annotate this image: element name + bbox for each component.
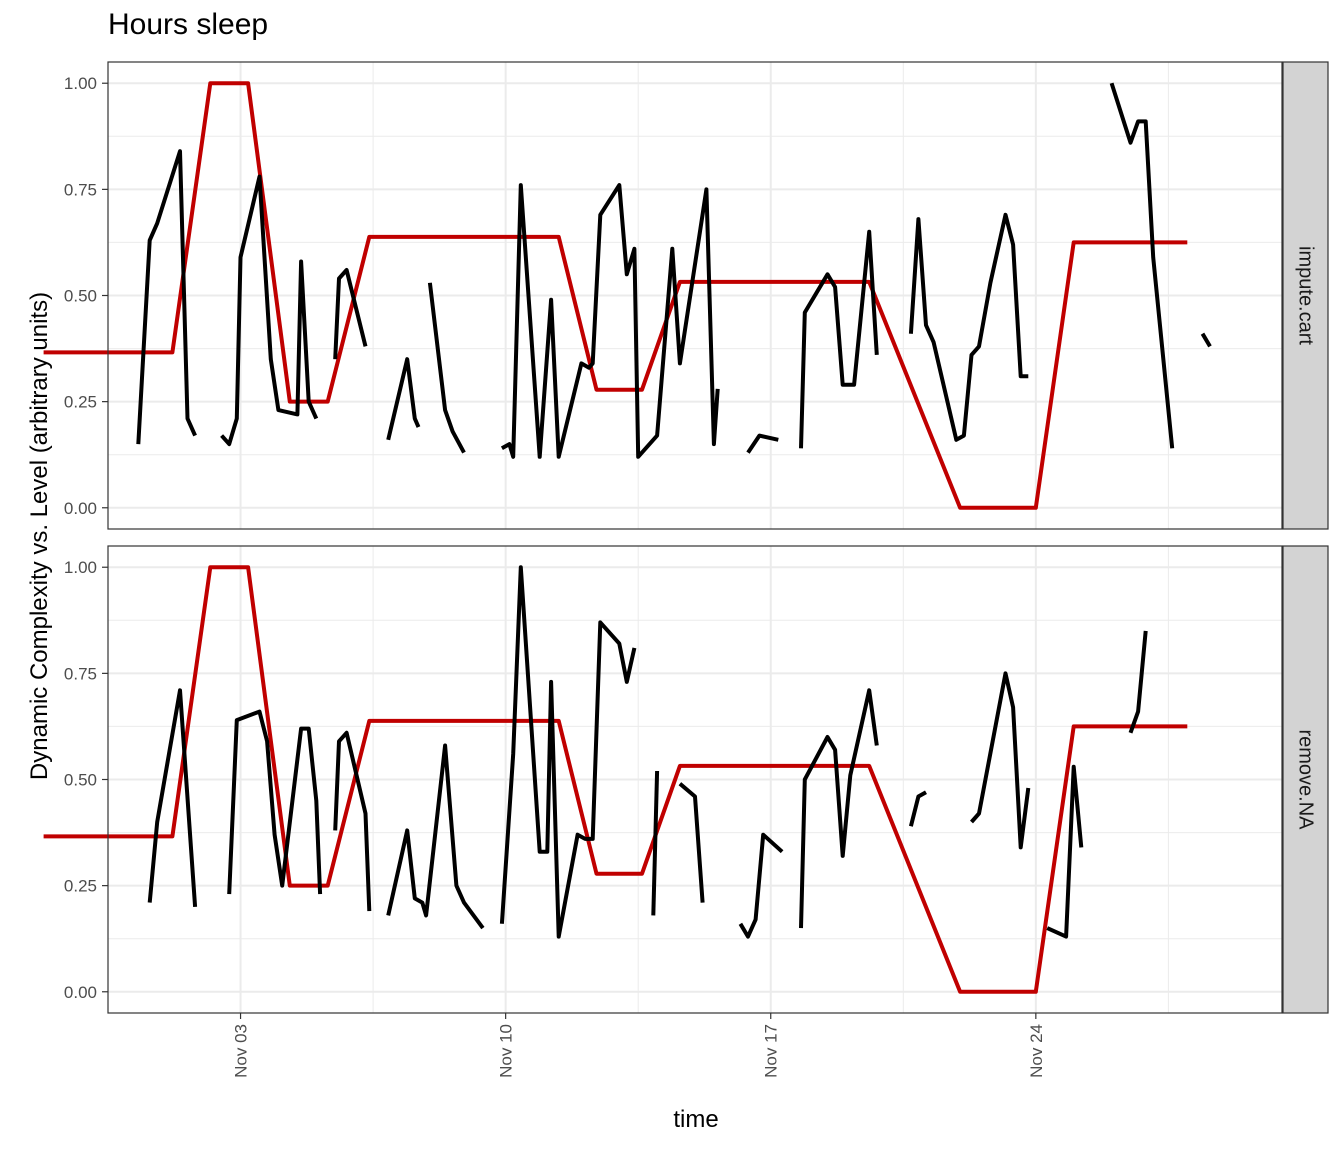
y-tick-label: 1.00 (64, 74, 97, 93)
y-tick-label: 0.50 (64, 771, 97, 790)
y-tick-label: 0.00 (64, 499, 97, 518)
complexity-line-segment (651, 770, 660, 916)
complexity-line-segment (136, 149, 197, 445)
x-tick-label: Nov 17 (762, 1024, 781, 1078)
complexity-line-segment (220, 174, 319, 447)
complexity-line-segment (738, 832, 784, 939)
y-tick-label: 0.25 (64, 393, 97, 412)
x-tick-label: Nov 03 (232, 1024, 251, 1078)
x-tick-label: Nov 24 (1027, 1024, 1046, 1078)
complexity-line-segment (799, 688, 879, 929)
level-line (43, 565, 1188, 994)
complexity-line-segment (1109, 82, 1175, 449)
complexity-line-segment (908, 790, 927, 827)
y-tick-label: 0.25 (64, 877, 97, 896)
y-tick-label: 0.00 (64, 983, 97, 1002)
y-tick-label: 0.75 (64, 180, 97, 199)
complexity-line-segment (1200, 332, 1212, 348)
level-line (43, 81, 1188, 510)
panel-impute-cart: 0.00 0.25 0.50 0.75 1.00 impute.cart (43, 61, 1329, 530)
facet-strip (1282, 61, 1329, 530)
chart-title: Hours sleep (108, 8, 269, 41)
complexity-line-segment (427, 282, 466, 454)
complexity-line-segment (678, 782, 705, 903)
facet-strip-label: impute.cart (1295, 246, 1317, 345)
x-tick-label: Nov 10 (497, 1024, 516, 1078)
complexity-line-segment (386, 743, 485, 930)
complexity-line-segment (799, 229, 879, 449)
complexity-line-segment (227, 709, 323, 895)
complexity-line-segment (333, 730, 372, 912)
complexity-line-segment (1046, 764, 1084, 939)
y-tick-label: 1.00 (64, 558, 97, 577)
facet-strip-label: remove.NA (1295, 729, 1317, 830)
complexity-line-segment (970, 671, 1031, 850)
complexity-line-segment (147, 688, 198, 908)
y-tick-label: 0.50 (64, 287, 97, 306)
complexity-line-segment (746, 433, 779, 454)
complexity-line-segment (386, 357, 421, 441)
complexity-line-segment (1128, 630, 1148, 734)
facet-strip (1282, 545, 1329, 1014)
complexity-line-segment (333, 268, 368, 360)
complexity-line-segment (500, 183, 720, 459)
x-axis-label: time (673, 1106, 719, 1133)
complexity-line-segment (908, 212, 1029, 442)
y-tick-label: 0.75 (64, 664, 97, 683)
panel-remove-NA: 0.00 0.25 0.50 0.75 1.00 remove.NA (43, 545, 1329, 1014)
complexity-line-segment (499, 565, 637, 939)
